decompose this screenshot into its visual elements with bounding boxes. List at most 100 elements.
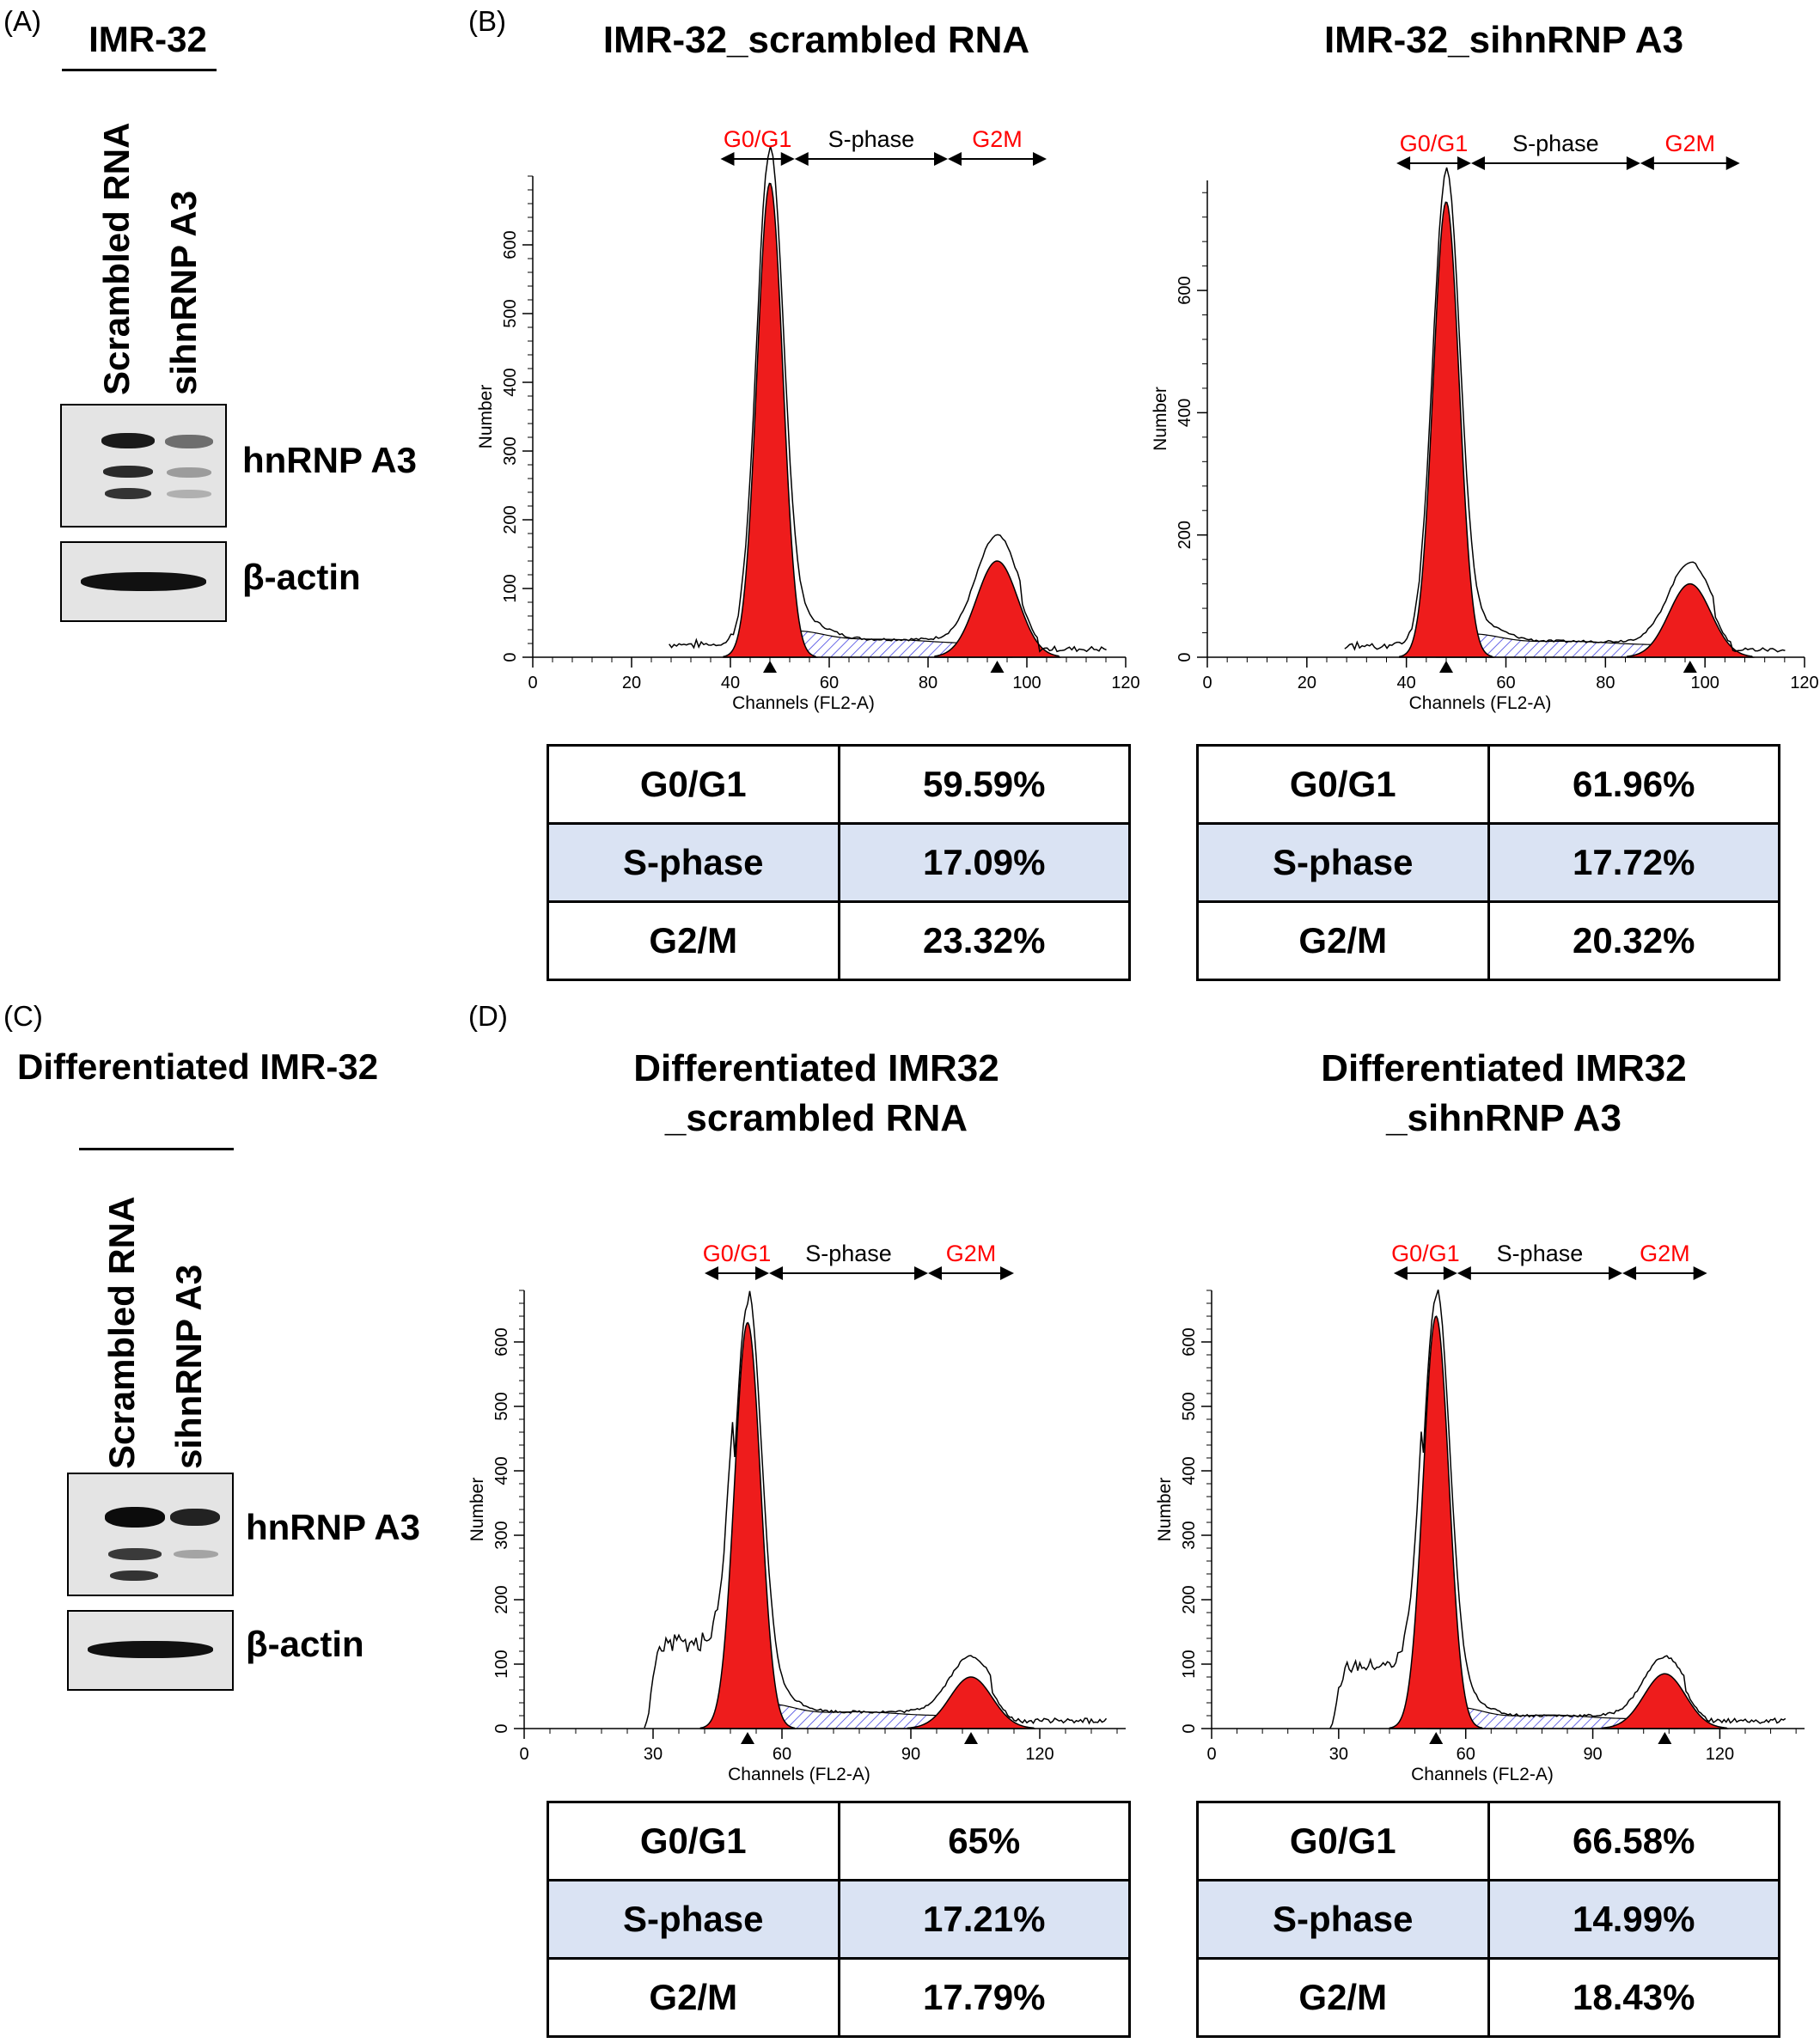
phase-percent-cell: 59.59% bbox=[837, 744, 1131, 825]
blot-title: Differentiated IMR-32 bbox=[17, 1046, 378, 1088]
y-tick-label: 200 bbox=[501, 505, 520, 534]
y-tick-label: 200 bbox=[492, 1585, 511, 1613]
phase-name-cell: G0/G1 bbox=[547, 1801, 840, 1881]
blot-title: IMR-32 bbox=[89, 19, 207, 59]
phase-table-d-sihnrnp: G0/G1 66.58% S-phase 14.99% G2/M 18.43% bbox=[1196, 1801, 1780, 2038]
panel-label-b: (B) bbox=[468, 5, 506, 37]
table-row: G2/M 23.32% bbox=[547, 900, 1131, 981]
peak-marker bbox=[990, 661, 1005, 673]
phase-name-cell: S-phase bbox=[547, 822, 840, 903]
panel-label-c: (C) bbox=[3, 1000, 43, 1032]
arrow-head bbox=[705, 1266, 718, 1280]
y-tick-label: 0 bbox=[501, 652, 520, 662]
y-tick-label: 500 bbox=[1180, 1392, 1199, 1420]
histogram-outline bbox=[644, 1290, 1108, 1729]
arrow-head bbox=[1457, 156, 1471, 170]
table-row: G0/G1 59.59% bbox=[547, 744, 1131, 825]
g2m-peak bbox=[934, 560, 1061, 658]
g2m-peak bbox=[907, 1676, 1036, 1729]
x-tick-label: 80 bbox=[1596, 674, 1615, 692]
lane-label-sihnrnp: sihnRNP A3 bbox=[168, 1264, 209, 1469]
phase-name-cell: S-phase bbox=[547, 1879, 840, 1960]
chart-title-b1: IMR-32_scrambled RNA bbox=[602, 19, 1030, 61]
lane-label-sihnrnp: sihnRNP A3 bbox=[163, 190, 204, 395]
histogram-outline bbox=[1329, 1289, 1786, 1729]
arrow-head bbox=[928, 1266, 942, 1280]
histogram-b-scrambled: 0 20 40 60 80 100 120 0 100 200 300 400 500 600 Channe… bbox=[476, 126, 1140, 713]
table-row: G2/M 20.32% bbox=[1196, 900, 1780, 981]
y-tick-label: 300 bbox=[492, 1521, 511, 1549]
y-tick-label: 600 bbox=[492, 1327, 511, 1356]
phase-percent-cell: 18.43% bbox=[1487, 1957, 1780, 2038]
x-tick-label: 90 bbox=[1583, 1745, 1602, 1764]
y-tick-label: 500 bbox=[492, 1392, 511, 1420]
x-tick-label: 20 bbox=[1298, 674, 1316, 692]
protein-label-beta-actin: β-actin bbox=[242, 557, 361, 597]
arrow-head bbox=[794, 152, 809, 166]
blot-title-underline bbox=[62, 69, 217, 71]
arrow-head bbox=[1622, 1266, 1637, 1280]
phase-name-cell: G2/M bbox=[1196, 1957, 1490, 2038]
x-tick-label: 120 bbox=[1790, 674, 1818, 692]
y-tick-label: 100 bbox=[492, 1650, 511, 1678]
g0g1-range-label: G0/G1 bbox=[724, 126, 792, 152]
arrow-head bbox=[948, 152, 962, 166]
y-tick-label: 400 bbox=[492, 1456, 511, 1485]
histogram-outline bbox=[669, 145, 1107, 653]
phase-percent-cell: 66.58% bbox=[1487, 1801, 1780, 1881]
peak-marker bbox=[1683, 661, 1697, 673]
y-tick-label: 100 bbox=[501, 574, 520, 602]
y-tick-label: 600 bbox=[501, 230, 520, 259]
protein-label-hnrnp-a3: hnRNP A3 bbox=[242, 440, 418, 480]
peak-marker bbox=[1429, 1732, 1444, 1744]
arrow-head bbox=[1000, 1266, 1014, 1280]
histogram-b-sihnrnp: 0 20 40 60 80 100 120 0 200 400 600 Channels (FL2-A… bbox=[1151, 131, 1819, 713]
phase-name-cell: S-phase bbox=[1196, 822, 1490, 903]
arrow-head bbox=[720, 152, 735, 166]
phase-name-cell: G2/M bbox=[547, 900, 840, 981]
x-tick-label: 30 bbox=[644, 1745, 663, 1764]
table-row: G0/G1 65% bbox=[547, 1801, 1131, 1881]
y-tick-label: 200 bbox=[1180, 1585, 1199, 1613]
x-axis-label: Channels (FL2-A) bbox=[1409, 693, 1552, 713]
x-tick-label: 0 bbox=[1206, 1745, 1216, 1764]
y-tick-label: 100 bbox=[1180, 1650, 1199, 1678]
y-tick-label: 500 bbox=[501, 299, 520, 327]
s-phase-range-label: S-phase bbox=[805, 1241, 892, 1266]
table-row: G2/M 18.43% bbox=[1196, 1957, 1780, 2038]
x-tick-label: 60 bbox=[1496, 674, 1515, 692]
y-tick-label: 600 bbox=[1180, 1327, 1199, 1356]
y-tick-label: 0 bbox=[492, 1723, 511, 1733]
y-axis-label: Number bbox=[467, 1478, 487, 1542]
phase-percent-cell: 23.32% bbox=[837, 900, 1131, 981]
x-axis-label: Channels (FL2-A) bbox=[1411, 1765, 1554, 1784]
g2m-range-label: G2M bbox=[1640, 1241, 1690, 1266]
lane-label-scrambled: Scrambled RNA bbox=[101, 1196, 142, 1469]
chart-title-d2: Differentiated IMR32 _sihnRNP A3 bbox=[1321, 1047, 1687, 1139]
histogram-d-sihnrnp: 0 30 60 90 120 0 100 200 300 400 500 600 Channels (F… bbox=[1155, 1241, 1805, 1784]
phase-table-d-scrambled: G0/G1 65% S-phase 17.21% G2/M 17.79% bbox=[547, 1801, 1131, 2038]
x-tick-label: 120 bbox=[1025, 1745, 1054, 1764]
blot-image-hnrnp-a3 bbox=[60, 404, 227, 528]
blot-image-beta-actin bbox=[67, 1610, 234, 1691]
arrow-head bbox=[934, 152, 948, 166]
phase-percent-cell: 17.21% bbox=[837, 1879, 1131, 1960]
arrow-head bbox=[914, 1266, 928, 1280]
y-tick-label: 0 bbox=[1180, 1723, 1199, 1733]
arrow-head bbox=[1609, 1266, 1623, 1280]
y-tick-label: 200 bbox=[1176, 521, 1194, 549]
g0g1-peak bbox=[699, 1321, 796, 1729]
arrow-head bbox=[1443, 1266, 1457, 1280]
blot-title-underline bbox=[79, 1148, 234, 1150]
x-tick-label: 0 bbox=[528, 674, 537, 692]
panel-label-d: (D) bbox=[468, 1000, 508, 1032]
g2m-range-label: G2M bbox=[972, 126, 1023, 152]
phase-name-cell: G0/G1 bbox=[547, 744, 840, 825]
arrow-head bbox=[1626, 156, 1640, 170]
arrow-head bbox=[755, 1266, 769, 1280]
phase-percent-cell: 17.79% bbox=[837, 1957, 1131, 2038]
s-phase-range-label: S-phase bbox=[828, 126, 915, 152]
s-phase-range-label: S-phase bbox=[1512, 131, 1599, 156]
y-tick-label: 400 bbox=[1176, 399, 1194, 427]
y-tick-label: 300 bbox=[1180, 1521, 1199, 1549]
